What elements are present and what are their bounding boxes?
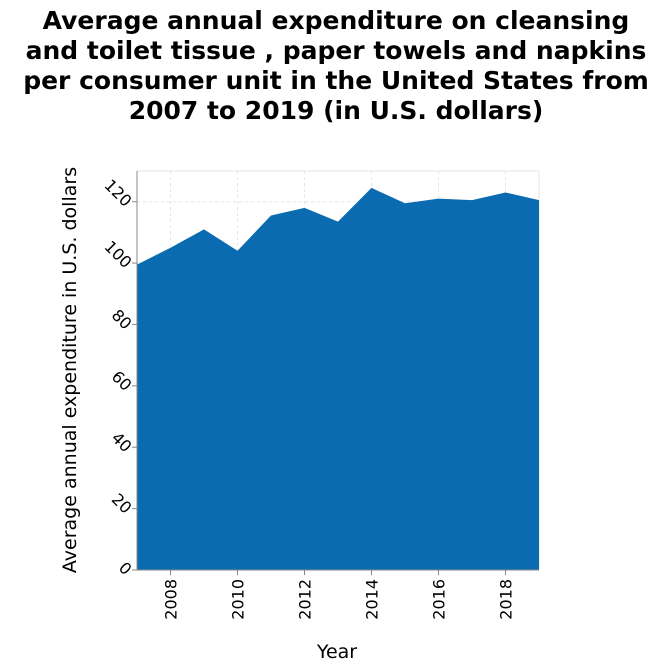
chart-title: Average annual expenditure on cleansing …: [0, 6, 672, 126]
chart-title-line-2: and toilet tissue , paper towels and nap…: [25, 36, 647, 65]
y-tick-label-120: 120: [101, 175, 136, 210]
y-tick-label-60: 60: [108, 367, 136, 395]
x-axis-title: Year: [316, 641, 357, 663]
y-tick-label-20: 20: [108, 490, 136, 518]
area-fill: [137, 187, 539, 570]
y-axis-title: Average annual expenditure in U.S. dolla…: [59, 167, 81, 573]
chart-title-line-4: 2007 to 2019 (in U.S. dollars): [128, 96, 544, 125]
x-tick-label-2014: 2014: [363, 579, 382, 620]
x-tick-label-2016: 2016: [430, 579, 449, 620]
chart-title-line-1: Average annual expenditure on cleansing: [42, 6, 630, 35]
y-tick-label-40: 40: [108, 428, 136, 456]
x-tick-label-2010: 2010: [229, 579, 248, 620]
area-series: [137, 187, 539, 570]
y-tick-label-100: 100: [101, 237, 136, 272]
chart-title-line-3: per consumer unit in the United States f…: [23, 66, 649, 95]
x-tick-label-2012: 2012: [296, 579, 315, 620]
y-tick-label-80: 80: [108, 305, 136, 333]
x-tick-label-2018: 2018: [497, 579, 516, 620]
y-tick-label-0: 0: [115, 558, 136, 579]
x-tick-label-2008: 2008: [162, 579, 181, 620]
